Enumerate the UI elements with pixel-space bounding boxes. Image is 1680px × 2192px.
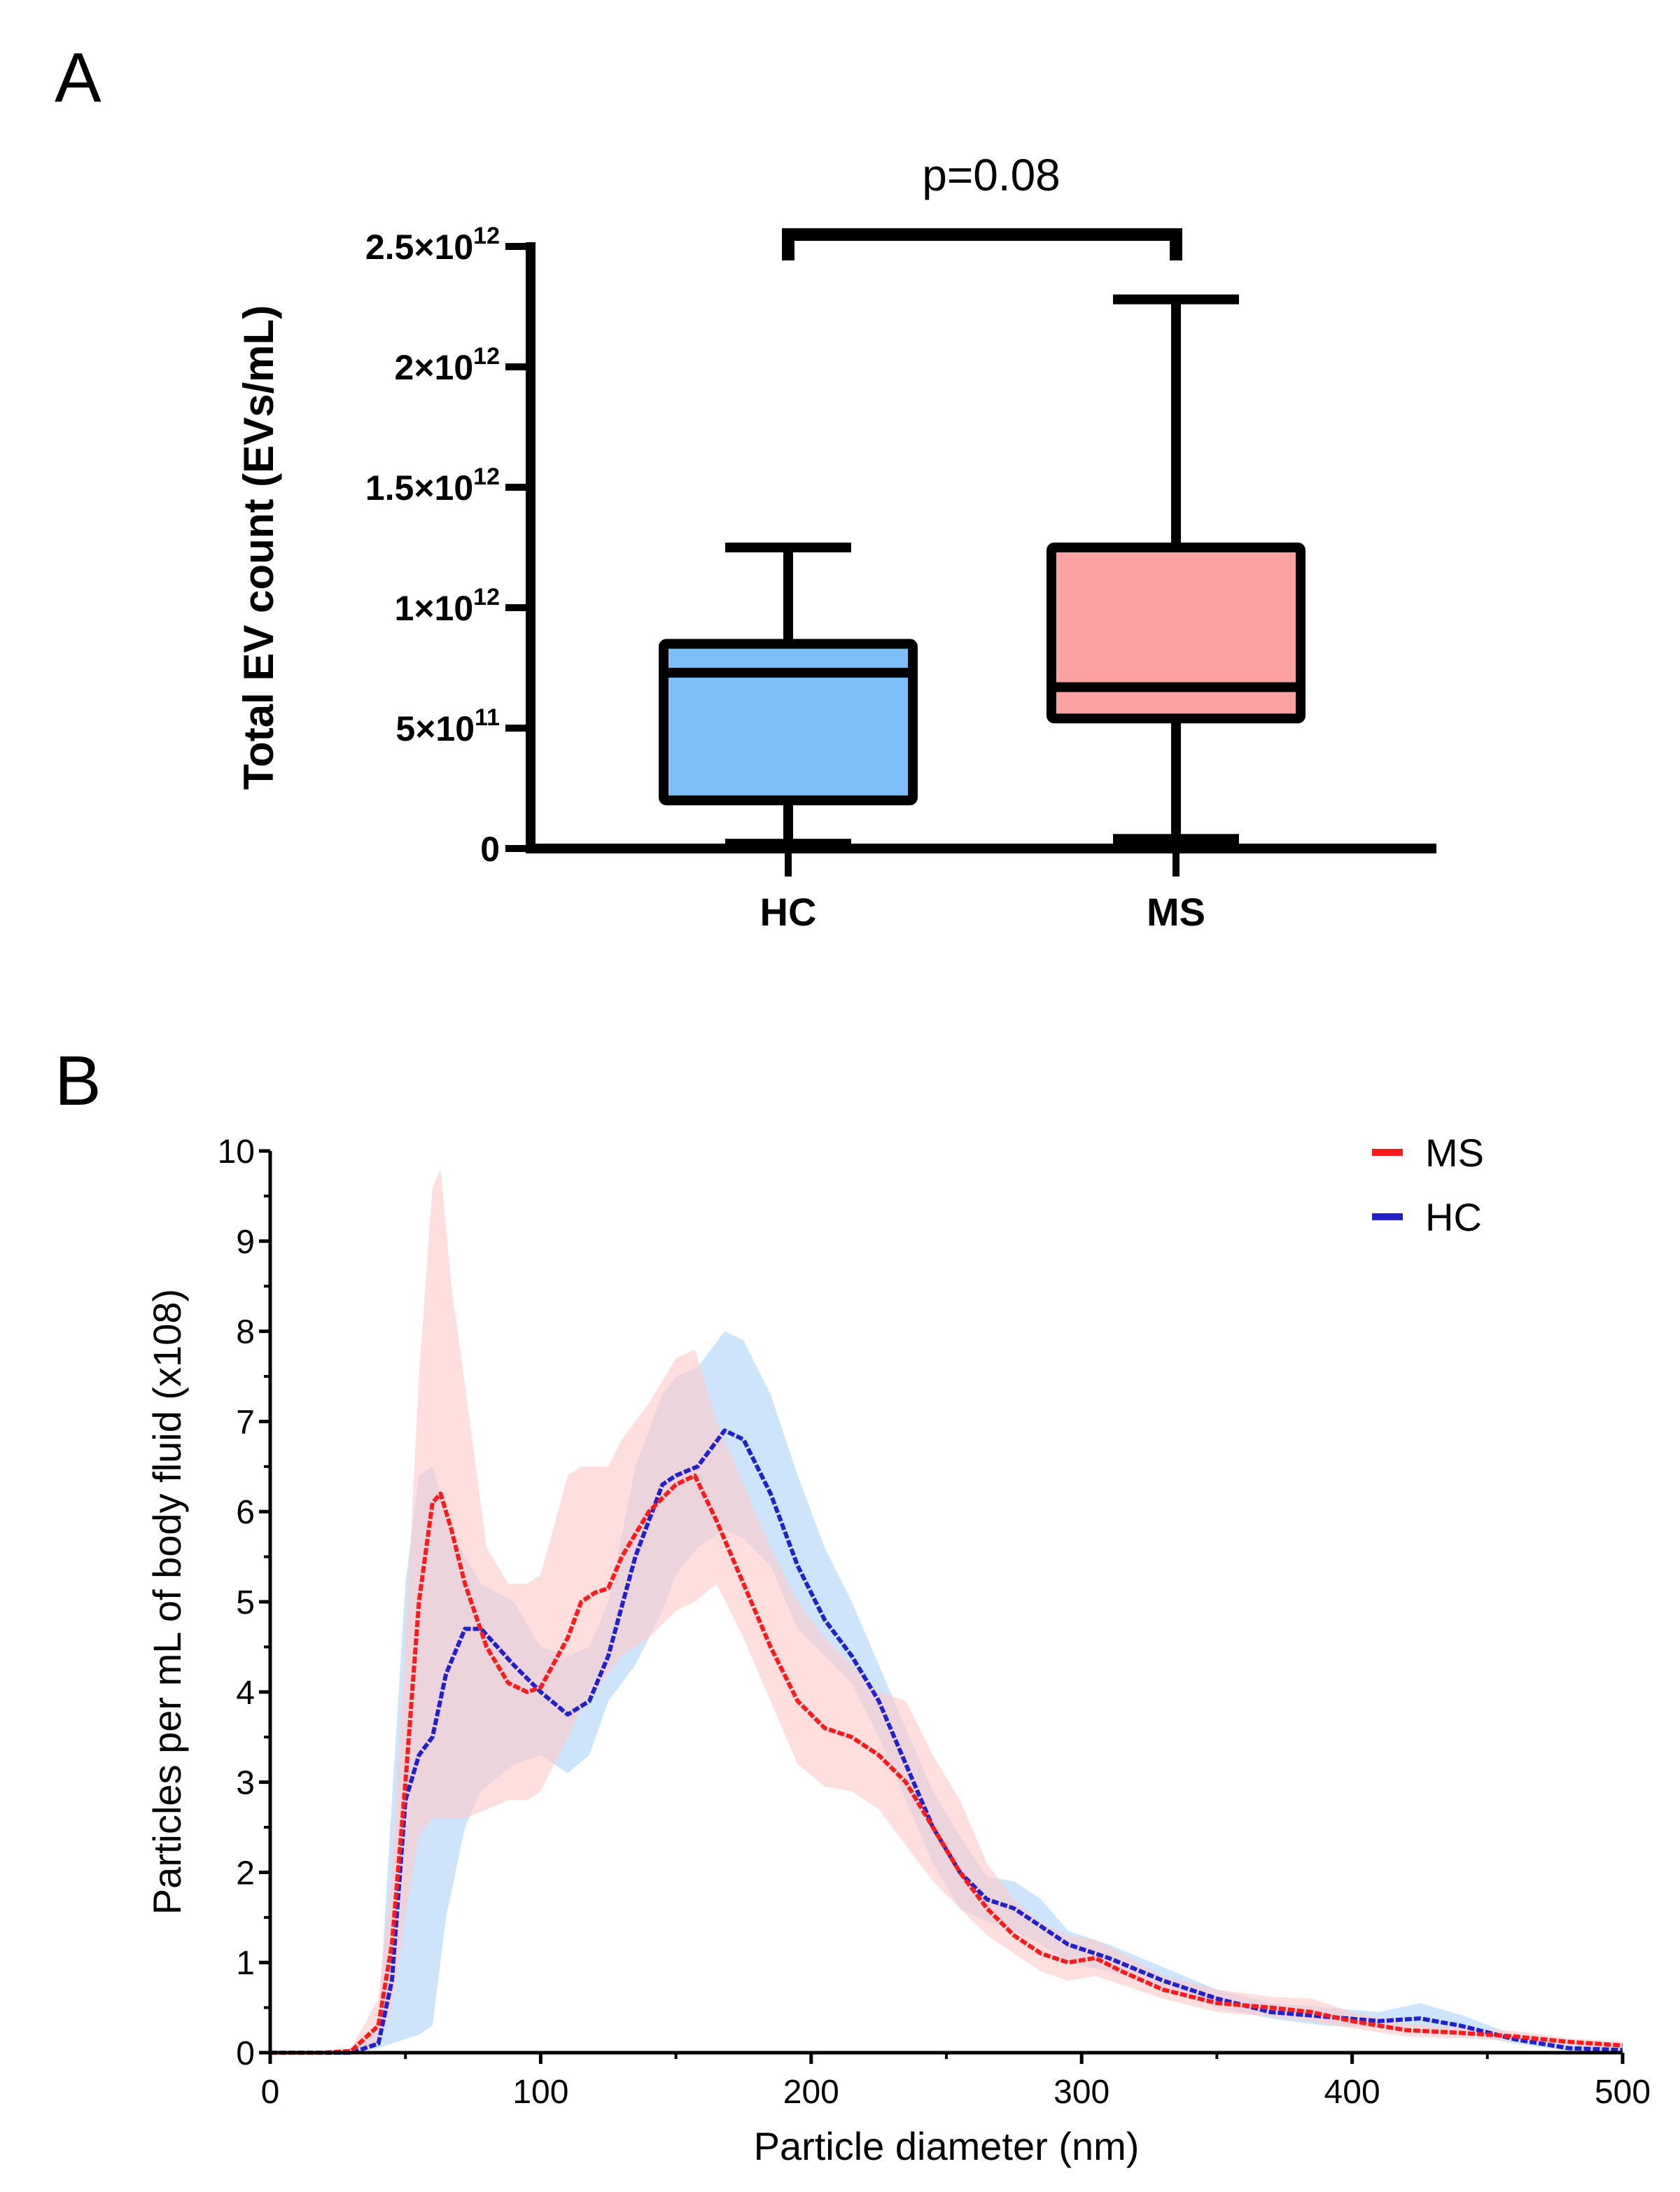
x-tick-label: 300 bbox=[1054, 2074, 1110, 2111]
y-tick-label: 6 bbox=[236, 1494, 255, 1531]
y-tick-label-base: 0 bbox=[480, 830, 500, 869]
y-tick-label: 8 bbox=[236, 1314, 255, 1351]
y-tick-label: 2 bbox=[236, 1855, 255, 1892]
y-axis-label: Particles per mL of body fluid (x108) bbox=[145, 1289, 189, 1915]
significance-bracket bbox=[782, 228, 1182, 260]
y-tick-label: 5 bbox=[236, 1584, 255, 1621]
x-axis-label: Particle diameter (nm) bbox=[754, 2124, 1140, 2168]
box-plot-chart: p=0.08 Total EV count (EVs/mL) 0 5×1011 1×… bbox=[235, 150, 1436, 934]
y-tick-label-exponent: 11 bbox=[475, 704, 500, 731]
y-axis-label: Total EV count (EVs/mL) bbox=[235, 305, 282, 790]
y-tick-label: 0 bbox=[236, 2035, 255, 2072]
x-tick-label: MS bbox=[1147, 890, 1205, 934]
series-line-hc bbox=[270, 1428, 1623, 2055]
y-tick-label-base: 1.5×10 bbox=[365, 468, 473, 508]
x-tick-label: 200 bbox=[783, 2074, 839, 2111]
panel-b-label: B bbox=[55, 1042, 102, 1120]
y-tick-label: 3 bbox=[236, 1765, 255, 1802]
y-tick-label-exponent: 12 bbox=[473, 584, 500, 610]
y-tick-label-exponent: 12 bbox=[473, 463, 500, 490]
legend-label-hc: HC bbox=[1425, 1195, 1482, 1239]
p-value-annotation: p=0.08 bbox=[922, 150, 1060, 200]
y-tick-label: 2×1012 bbox=[395, 343, 500, 387]
y-tick-label: 0 bbox=[480, 830, 500, 869]
x-tick-label: 0 bbox=[261, 2074, 280, 2111]
error-band-ms bbox=[270, 1168, 1623, 2053]
y-tick-label-base: 5×10 bbox=[396, 709, 475, 748]
y-tick-label: 7 bbox=[236, 1404, 255, 1441]
y-tick-label: 5×1011 bbox=[396, 704, 500, 748]
box-ms bbox=[1046, 543, 1306, 724]
y-tick-label: 1 bbox=[236, 1945, 255, 1982]
y-tick-label-base: 2.5×10 bbox=[365, 228, 473, 267]
y-tick-label: 4 bbox=[236, 1675, 255, 1712]
y-tick-label-exponent: 12 bbox=[473, 343, 500, 370]
size-distribution-chart: Particle diameter (nm) Particles per mL … bbox=[145, 1131, 1651, 2168]
panel-a-label: A bbox=[55, 39, 102, 117]
x-tick-label: 500 bbox=[1595, 2074, 1651, 2111]
y-tick-label: 1.5×1012 bbox=[365, 463, 500, 508]
y-tick-label-base: 1×10 bbox=[395, 589, 474, 628]
legend-label-ms: MS bbox=[1425, 1131, 1484, 1175]
x-tick-label: 100 bbox=[512, 2074, 568, 2111]
y-tick-label-base: 2×10 bbox=[395, 348, 474, 387]
y-tick-label: 10 bbox=[218, 1133, 255, 1171]
y-tick-label: 1×1012 bbox=[395, 584, 500, 628]
box-hc bbox=[659, 638, 918, 806]
series-line-ms bbox=[270, 1473, 1623, 2055]
y-tick-label: 9 bbox=[236, 1224, 255, 1261]
y-tick-label-exponent: 12 bbox=[473, 223, 500, 249]
y-tick-label: 2.5×1012 bbox=[365, 223, 500, 267]
x-tick-label: 400 bbox=[1324, 2074, 1380, 2111]
x-tick-label: HC bbox=[760, 890, 817, 934]
